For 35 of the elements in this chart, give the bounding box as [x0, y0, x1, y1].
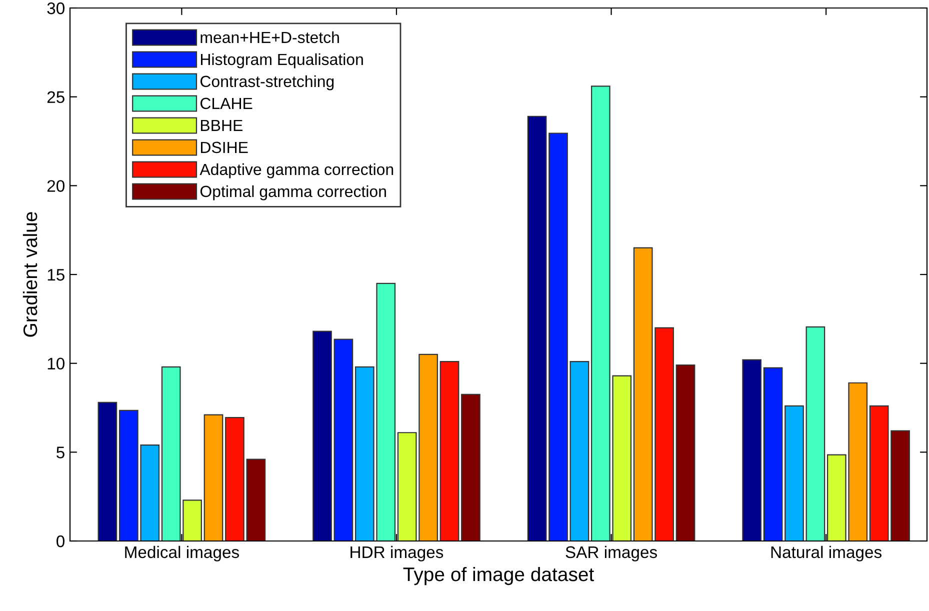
y-tick-label: 20: [47, 180, 64, 192]
bar: [312, 330, 332, 541]
legend-label: CLAHE: [200, 98, 252, 110]
legend-label: Histogram Equalisation: [200, 53, 363, 68]
legend-label: mean+HE+D-stetch: [200, 31, 339, 44]
bar: [334, 338, 354, 541]
legend-label: DSIHE: [200, 142, 248, 154]
legend-label: BBHE: [200, 120, 242, 131]
y-tick-label: 10: [48, 358, 64, 370]
bar: [806, 326, 826, 541]
legend-label: Contrast-stretching: [200, 75, 334, 90]
x-axis-title: Type of image dataset: [403, 566, 594, 586]
bar: [204, 414, 224, 541]
bar: [742, 359, 762, 541]
y-tick-label: 25: [47, 91, 64, 104]
x-tick-label: Medical images: [125, 546, 239, 562]
y-tick-label: 5: [56, 446, 64, 458]
bar: [784, 405, 804, 541]
legend-label: Optimal gamma correction: [200, 185, 386, 200]
x-tick-label: HDR images: [350, 546, 444, 562]
bar: [763, 367, 783, 541]
legend-label: Adaptive gamma correction: [200, 163, 394, 178]
y-tick-label: 0: [56, 535, 64, 548]
bar: [570, 361, 590, 541]
y-tick-label: 30: [47, 2, 64, 14]
y-axis-title: Gradient value: [22, 212, 38, 337]
x-tick-label: Natural images: [771, 546, 882, 562]
x-tick-label: SAR images: [566, 546, 657, 562]
bar: [527, 116, 547, 541]
bar: [548, 132, 568, 541]
y-tick-label: 15: [48, 269, 64, 281]
bar: [676, 364, 696, 541]
bar: [461, 394, 480, 541]
bar: [98, 402, 118, 541]
bar: [440, 361, 460, 541]
